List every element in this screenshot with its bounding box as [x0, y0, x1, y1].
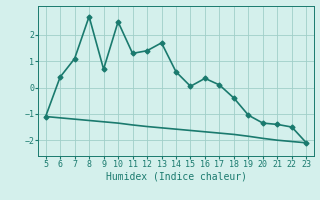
X-axis label: Humidex (Indice chaleur): Humidex (Indice chaleur): [106, 172, 246, 182]
